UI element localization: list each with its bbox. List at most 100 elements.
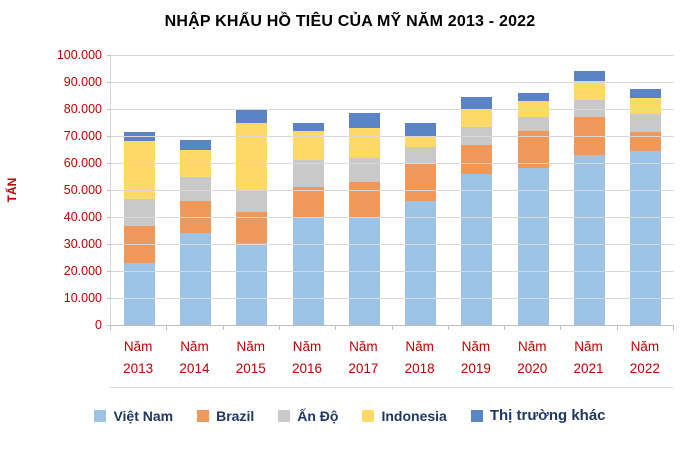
bar-segment — [405, 136, 437, 147]
x-tick-label: Năm 2014 — [179, 339, 210, 376]
legend-item: Brazil — [197, 408, 254, 424]
y-tick-label: 0 — [95, 318, 102, 332]
gridline — [111, 163, 674, 164]
bar-segment — [236, 122, 268, 191]
bar-segment — [123, 199, 155, 227]
x-tick-label: Năm 2021 — [573, 339, 604, 376]
gridline — [111, 271, 674, 272]
y-tick-label: 80.000 — [63, 102, 102, 116]
x-tick-mark — [616, 325, 618, 330]
y-tick-mark — [107, 217, 111, 218]
bar-segment — [461, 145, 493, 174]
y-tick-label: 30.000 — [63, 237, 102, 251]
y-tick-mark — [107, 244, 111, 245]
y-tick-mark — [107, 325, 111, 326]
bar-segment — [461, 96, 493, 110]
bar-segment — [517, 92, 549, 101]
y-tick-label: 20.000 — [63, 264, 102, 278]
bar-segment — [630, 150, 662, 325]
bar-segment — [630, 114, 662, 132]
bar-segment — [574, 99, 606, 118]
bar-segment — [236, 242, 268, 325]
legend-label: Thị trường khác — [489, 407, 606, 424]
x-axis-ticks — [110, 325, 674, 330]
x-tick-mark — [335, 325, 337, 330]
legend-swatch — [362, 409, 375, 422]
bar-segment — [123, 141, 155, 200]
y-tick-label: 40.000 — [63, 210, 102, 224]
bar-segment — [405, 163, 437, 201]
bar-segment — [348, 113, 380, 128]
y-tick-mark — [107, 190, 111, 191]
x-axis-labels: Năm 2013 Năm 2014 Năm 2015 Năm 2016 Năm 2017… — [110, 336, 673, 389]
bar-segment — [574, 80, 606, 100]
legend-label: Brazil — [216, 407, 255, 424]
y-tick-mark — [107, 55, 111, 56]
y-tick-mark — [107, 163, 111, 164]
gridline — [111, 109, 674, 110]
legend-swatch — [197, 409, 210, 422]
y-tick-label: 100.000 — [56, 48, 102, 62]
x-tick-label: Năm 2022 — [629, 339, 660, 376]
y-tick-mark — [107, 109, 111, 110]
bar-segment — [292, 187, 324, 217]
y-tick-mark — [107, 298, 111, 299]
bar-segment — [236, 211, 268, 243]
bar-column — [561, 55, 617, 325]
legend-item: Thị trường khác — [470, 407, 606, 424]
bar-segment — [630, 131, 662, 151]
bar-segment — [179, 233, 211, 325]
bar-segment — [179, 176, 211, 201]
stacked-bar — [348, 113, 380, 325]
x-tick-label: Năm 2013 — [123, 339, 154, 376]
x-tick-mark — [560, 325, 562, 330]
gridline — [111, 190, 674, 191]
gridline — [111, 244, 674, 245]
bar-segment — [348, 127, 380, 158]
y-tick-mark — [107, 82, 111, 83]
bar-segment — [123, 262, 155, 325]
legend-label: Indonesia — [381, 407, 447, 424]
stacked-bar — [405, 122, 437, 325]
bar-segment — [630, 98, 662, 115]
bar-segment — [292, 160, 324, 188]
stacked-bar — [461, 96, 493, 325]
bar-segment — [630, 88, 662, 99]
stacked-bar — [517, 92, 549, 325]
x-tick-label: Năm 2018 — [404, 339, 435, 376]
y-tick-label: 10.000 — [63, 291, 102, 305]
legend-label: Việt Nam — [113, 407, 174, 424]
bar-segment — [179, 140, 211, 150]
x-tick-mark — [391, 325, 393, 330]
gridline — [111, 298, 674, 299]
bar-segment — [405, 146, 437, 164]
legend-swatch — [278, 409, 291, 422]
stacked-bar — [236, 109, 268, 325]
bar-segment — [574, 154, 606, 325]
plot-area: 0 10.000 20.000 30.000 40.000 50.000 60.000 70.… — [57, 48, 674, 332]
x-tick-label: Năm 2017 — [348, 339, 379, 376]
gridline — [111, 55, 674, 56]
bar-column — [392, 55, 448, 325]
x-tick-mark — [166, 325, 168, 330]
bar-segment — [348, 157, 380, 182]
y-tick-label: 70.000 — [63, 129, 102, 143]
x-tick-label: Năm 2020 — [517, 339, 548, 376]
x-tick-label: Năm 2016 — [292, 339, 323, 376]
bar-segment — [461, 109, 493, 127]
y-tick-mark — [107, 136, 111, 137]
y-tick-mark — [107, 271, 111, 272]
legend-item: Ấn Độ — [278, 408, 338, 424]
legend-label: Ấn Độ — [297, 407, 339, 424]
x-tick-mark — [447, 325, 449, 330]
bar-segment — [517, 117, 549, 131]
bar-segment — [574, 71, 606, 81]
bar-segment — [348, 181, 380, 217]
y-tick-label: 50.000 — [63, 183, 102, 197]
stacked-bar — [630, 88, 662, 325]
y-tick-label: 90.000 — [63, 75, 102, 89]
x-tick-mark — [222, 325, 224, 330]
legend-swatch — [94, 409, 107, 422]
y-tick-label: 60.000 — [63, 156, 102, 170]
